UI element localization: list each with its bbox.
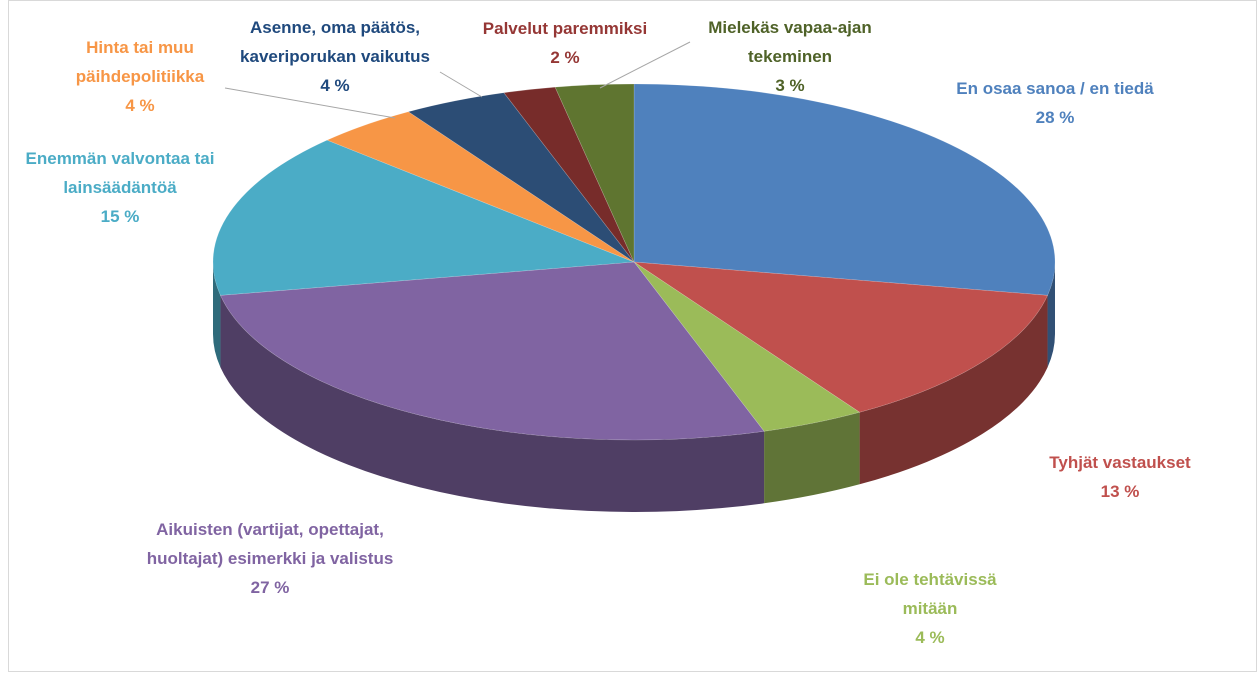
slice: [503, 86, 635, 263]
value-label: 4 %: [320, 76, 350, 95]
category-label: Tyhjät vastaukset: [1049, 453, 1191, 472]
slice-side: [859, 295, 1048, 485]
slice: [220, 261, 765, 441]
category-label: Aikuisten (vartijat, opettajat, huoltaja…: [146, 520, 394, 568]
category-label: Palvelut paremmiksi: [482, 19, 648, 38]
category-label: Enemmän valvontaa tai lainsäädäntöä: [25, 149, 215, 197]
data-label: Tyhjät vastaukset 13 %: [1010, 448, 1230, 506]
category-label: Hinta tai muu päihdepolitiikka: [75, 38, 205, 86]
value-label: 4 %: [125, 96, 155, 115]
slice: [633, 83, 1056, 296]
value-label: 2 %: [550, 48, 580, 67]
slice-side: [220, 295, 765, 512]
category-label: En osaa sanoa / en tiedä: [956, 79, 1154, 98]
data-label: En osaa sanoa / en tiedä 28 %: [955, 74, 1155, 132]
value-label: 27 %: [250, 578, 290, 597]
data-label: Ei ole tehtävissä mitään 4 %: [835, 565, 1025, 652]
data-label: Mielekäs vapaa-ajan tekeminen 3 %: [685, 13, 895, 100]
slice: [212, 139, 635, 296]
category-label: Ei ole tehtävissä mitään: [863, 570, 997, 618]
leader-line: [224, 87, 396, 119]
category-label: Asenne, oma päätös, kaveriporukan vaikut…: [240, 18, 430, 66]
slice-side: [1047, 262, 1055, 368]
value-label: 3 %: [775, 76, 805, 95]
value-label: 15 %: [100, 207, 140, 226]
slice: [632, 261, 1048, 413]
slice-side: [213, 262, 221, 368]
value-label: 13 %: [1100, 482, 1140, 501]
slice-side: [764, 412, 860, 504]
value-label: 4 %: [915, 628, 945, 647]
leader-line: [439, 71, 483, 98]
category-label: Mielekäs vapaa-ajan tekeminen: [708, 18, 872, 66]
chart-frame: [8, 0, 1257, 672]
data-label: Aikuisten (vartijat, opettajat, huoltaja…: [140, 515, 400, 602]
slice: [633, 261, 861, 432]
pie: [212, 83, 1056, 512]
slice: [554, 83, 635, 263]
data-label: Asenne, oma päätös, kaveriporukan vaikut…: [220, 13, 450, 100]
data-label: Enemmän valvontaa tai lainsäädäntöä 15 %: [5, 144, 235, 231]
slice: [407, 92, 635, 263]
leader-line: [599, 41, 691, 89]
data-label: Hinta tai muu päihdepolitiikka 4 %: [50, 33, 230, 120]
value-label: 28 %: [1035, 108, 1075, 127]
data-label: Palvelut paremmiksi 2 %: [450, 14, 680, 72]
slice: [326, 111, 635, 263]
